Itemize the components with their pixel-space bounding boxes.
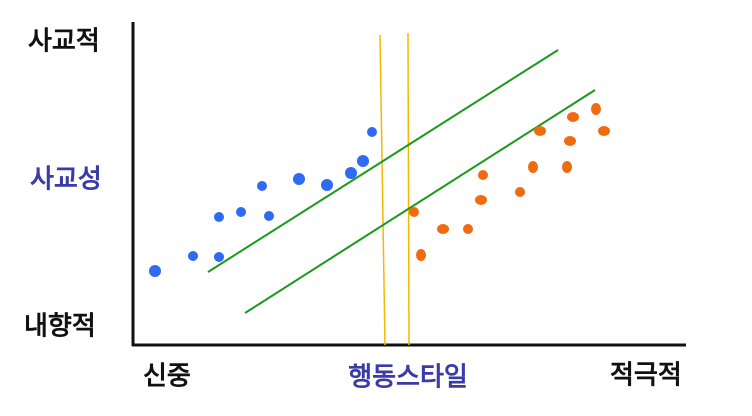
x-middle-label: 행동스타일	[348, 363, 468, 393]
x-left-label: 신중	[143, 362, 191, 392]
dot	[534, 126, 546, 136]
dot	[236, 207, 246, 217]
trend-line	[244, 89, 596, 314]
y-middle-label: 사교성	[30, 165, 102, 195]
dot	[515, 187, 525, 197]
dot	[149, 265, 161, 277]
dot	[475, 195, 487, 205]
dot	[188, 251, 198, 261]
boundary-line	[379, 34, 386, 346]
blue-dots	[149, 127, 377, 277]
orange-dots	[409, 103, 610, 261]
dot	[345, 167, 357, 179]
dot	[463, 224, 473, 234]
dot	[528, 161, 538, 173]
dot	[598, 126, 610, 136]
boundary-line	[407, 32, 410, 346]
dot	[416, 249, 426, 261]
dot	[409, 207, 419, 217]
dot	[293, 173, 305, 185]
dot	[567, 112, 579, 122]
dot	[321, 179, 333, 191]
dot	[214, 252, 224, 262]
y-top-label: 사교적	[28, 27, 100, 57]
dot	[437, 224, 449, 234]
dot	[564, 136, 576, 146]
dot	[257, 181, 267, 191]
trend-line	[207, 49, 559, 273]
x-right-label: 적극적	[610, 361, 682, 391]
y-bottom-label: 내향적	[24, 312, 96, 342]
dot	[264, 211, 274, 221]
dot	[357, 155, 369, 167]
dot	[591, 103, 601, 115]
dot	[367, 127, 377, 137]
dot	[562, 161, 572, 173]
dot	[214, 212, 224, 222]
dot	[478, 170, 488, 180]
